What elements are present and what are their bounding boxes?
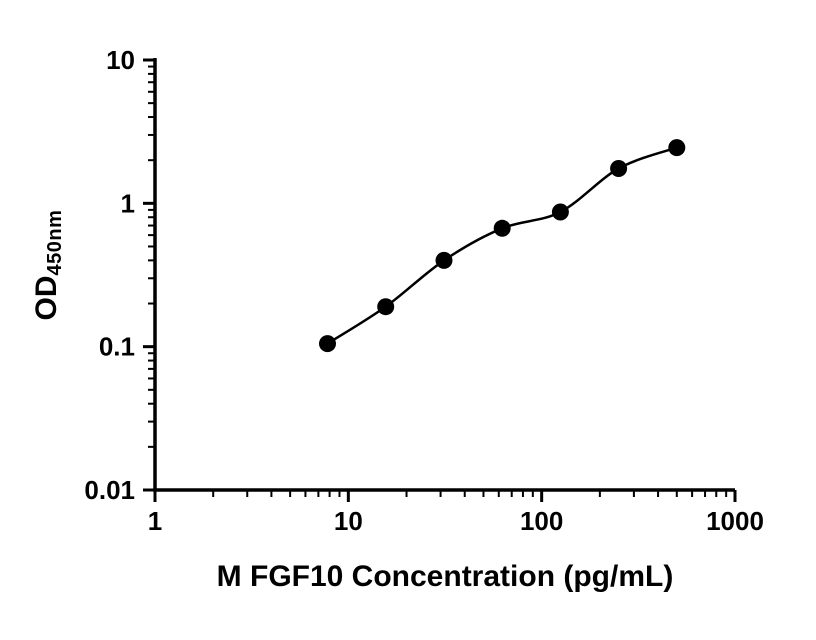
fit-curve: [326, 146, 678, 345]
data-point-marker: [435, 251, 453, 269]
data-point-marker: [319, 335, 336, 353]
data-point-marker: [668, 139, 686, 157]
x-tick-label: 10: [334, 506, 363, 536]
x-axis-title: M FGF10 Concentration (pg/mL): [216, 560, 674, 593]
x-tick-label: 1: [148, 506, 162, 536]
y-axis-title: OD450nm: [29, 115, 66, 415]
y-tick-label: 10: [106, 45, 135, 75]
x-tick-label: 1000: [706, 506, 764, 536]
data-point-marker: [377, 298, 395, 316]
x-tick-label: 100: [520, 506, 563, 536]
data-point-marker: [551, 203, 569, 221]
y-tick-label: 0.01: [84, 475, 135, 505]
y-tick-label: 0.1: [99, 332, 135, 362]
y-axis-title-main: OD: [30, 275, 63, 321]
y-axis-title-subscript: 450nm: [44, 209, 66, 276]
data-point-marker: [493, 219, 511, 237]
y-tick-label: 1: [121, 188, 135, 218]
data-point-marker: [610, 160, 628, 177]
